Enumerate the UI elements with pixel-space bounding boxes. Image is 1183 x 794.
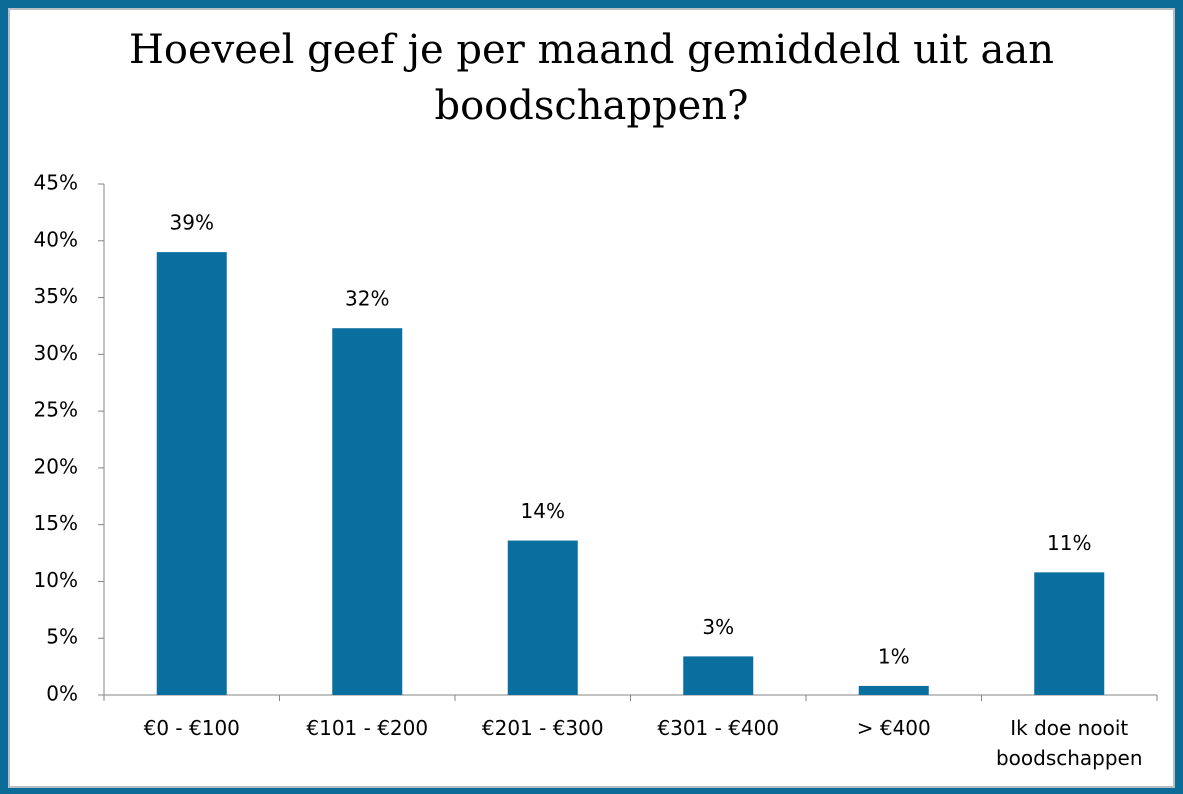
value-label: 32%	[345, 287, 389, 311]
x-tick-label: €0 - €100	[143, 716, 240, 740]
y-tick-label: 45%	[34, 171, 78, 195]
bar	[156, 252, 227, 695]
value-label: 3%	[702, 615, 734, 639]
bar	[332, 328, 403, 695]
x-tick-label: €101 - €200	[306, 716, 429, 740]
value-label: 11%	[1047, 531, 1091, 555]
y-tick-label: 40%	[34, 227, 78, 251]
x-tick-label: Ik doe nooit boodschappen	[995, 716, 1143, 770]
y-tick-label: 5%	[46, 625, 78, 649]
value-label: 1%	[878, 644, 910, 668]
y-tick-label: 25%	[34, 398, 78, 422]
y-tick-label: 30%	[34, 341, 78, 365]
y-tick-label: 35%	[34, 284, 78, 308]
value-label: 39%	[170, 211, 214, 235]
value-label: 14%	[521, 499, 565, 523]
x-tick-label: > €400	[856, 716, 931, 740]
bar	[1034, 572, 1105, 695]
x-tick-label: €301 - €400	[657, 716, 780, 740]
y-tick-label: 15%	[34, 511, 78, 535]
x-tick-label: €201 - €300	[481, 716, 604, 740]
bar	[858, 685, 929, 695]
y-tick-label: 0%	[46, 682, 78, 706]
bar	[507, 540, 578, 695]
y-tick-label: 10%	[34, 568, 78, 592]
y-tick-label: 20%	[34, 454, 78, 478]
chart-title: Hoeveel geef je per maand gemiddeld uit …	[129, 27, 1054, 129]
bar	[683, 656, 754, 695]
